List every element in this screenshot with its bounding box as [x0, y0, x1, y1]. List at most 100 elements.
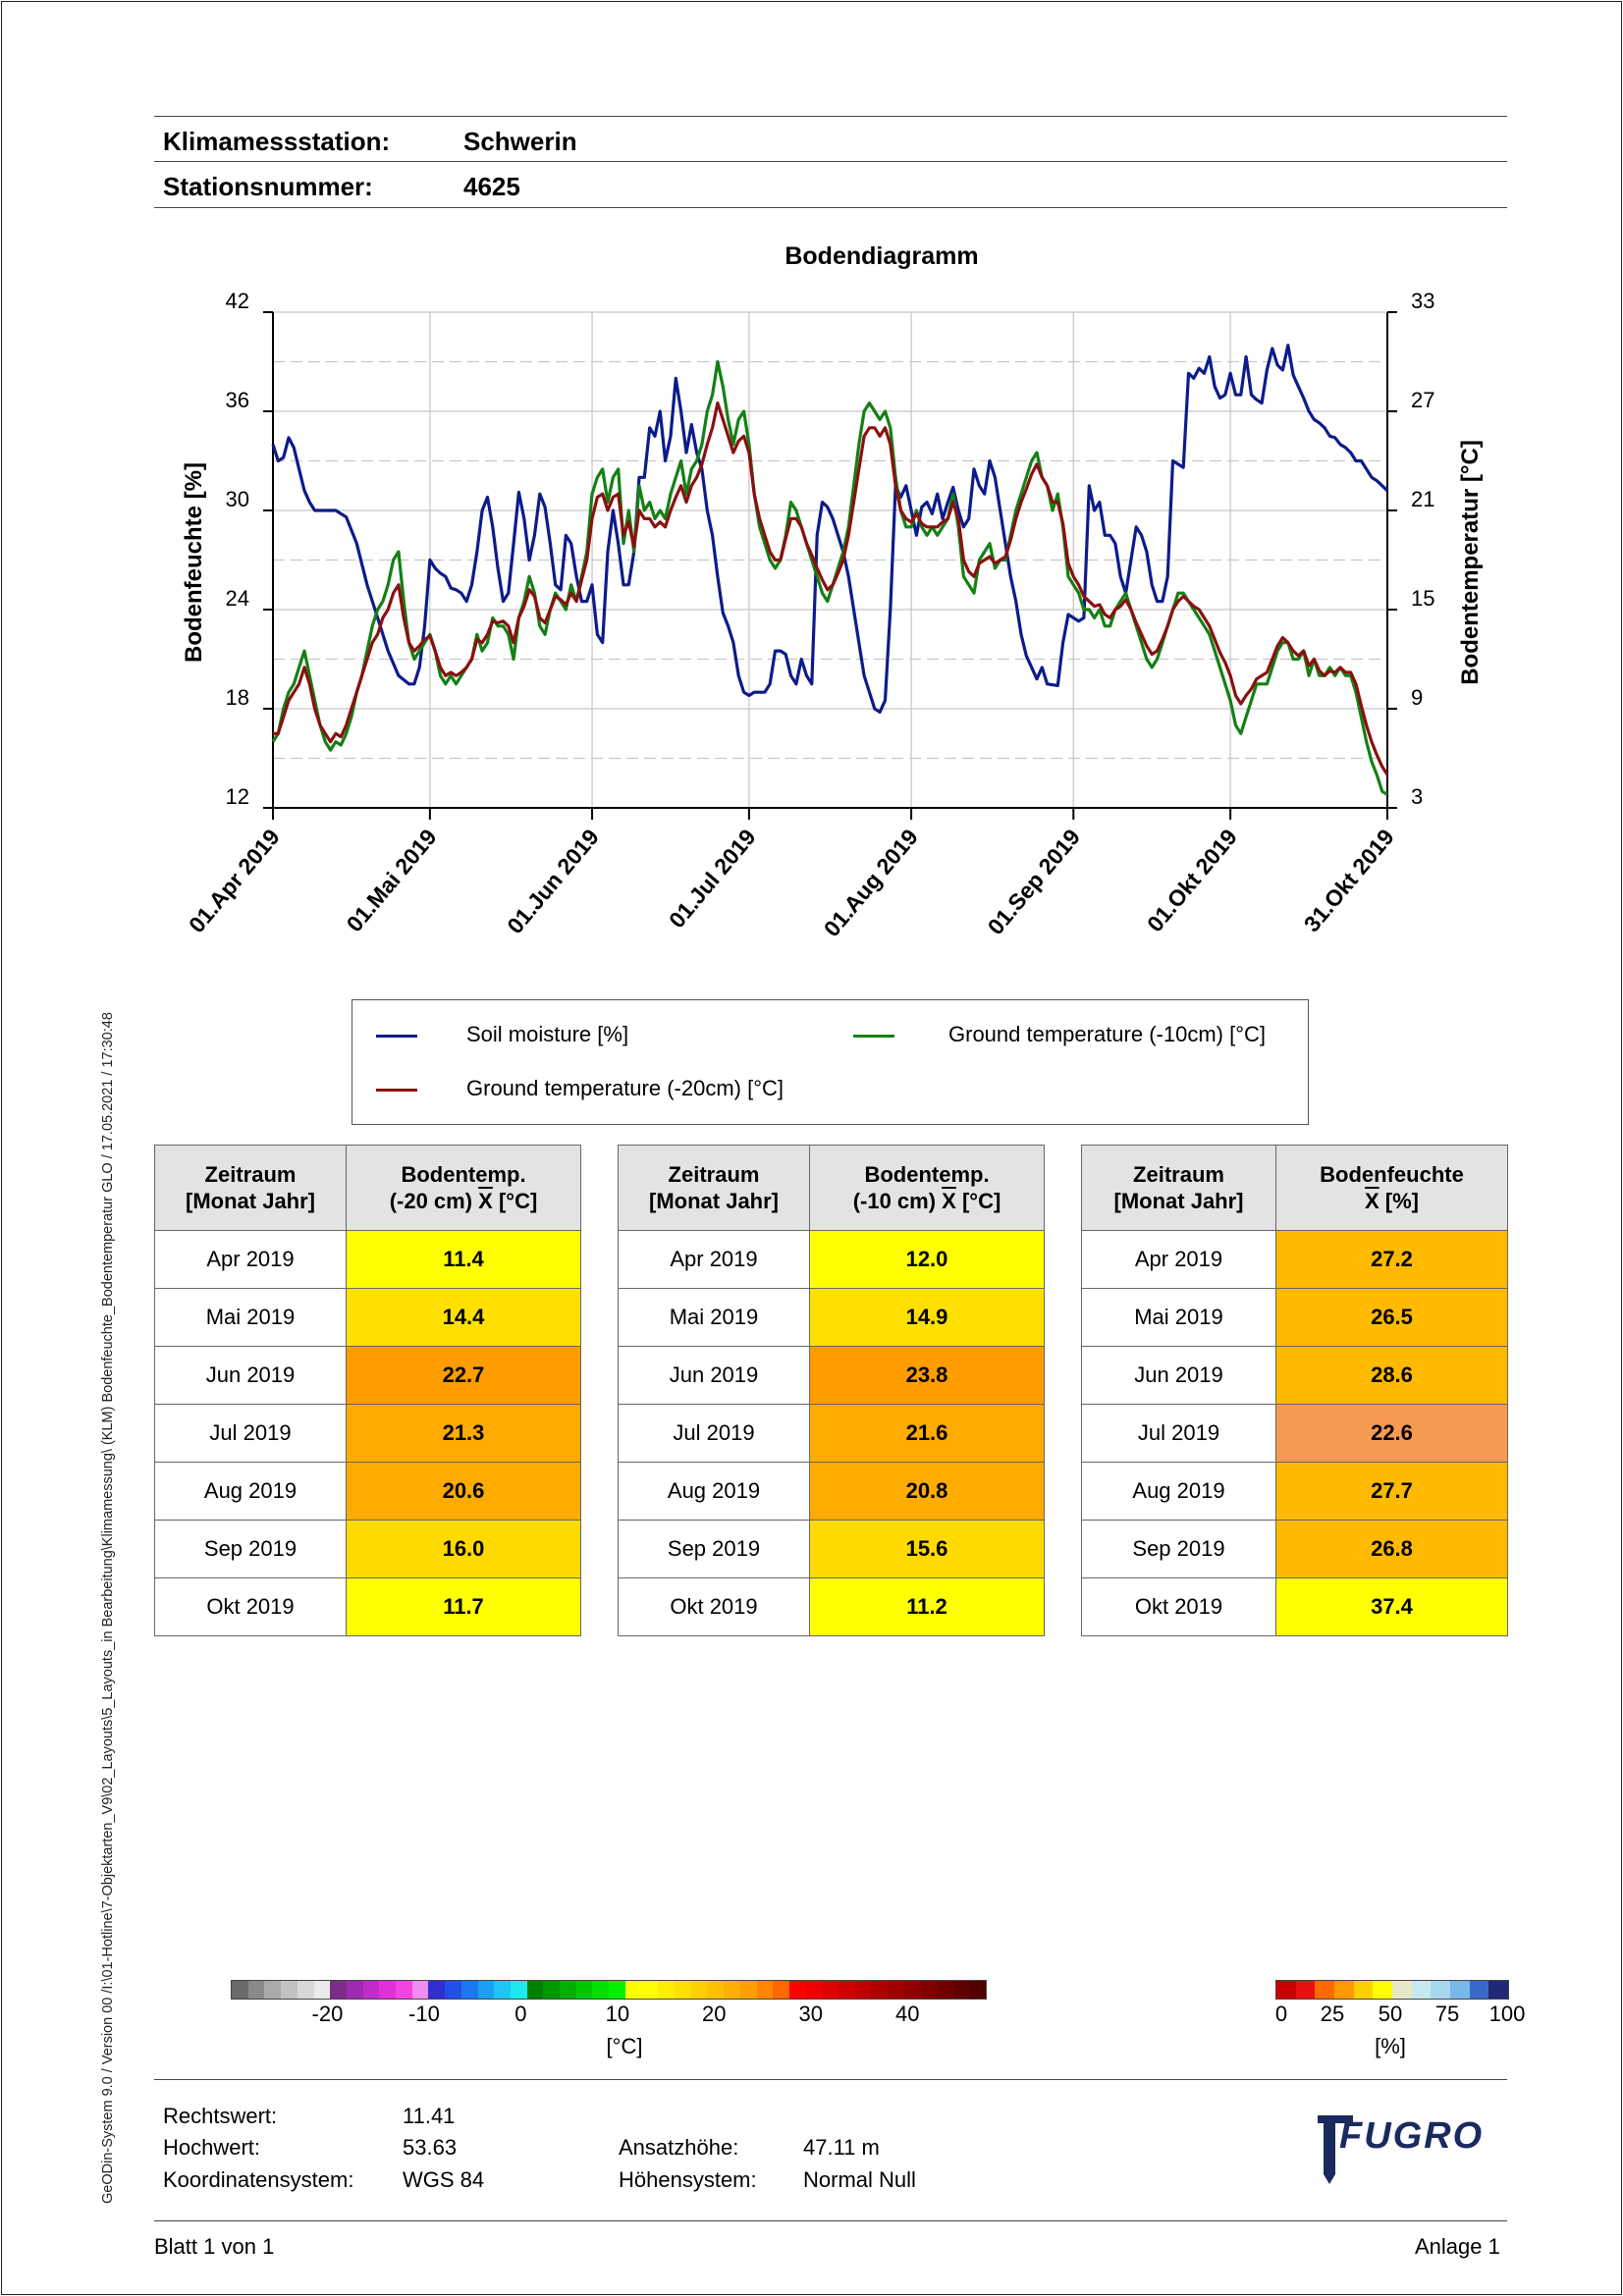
table-temp-20: Zeitraum [Monat Jahr] Bodentemp. (-20 cm) … — [154, 1145, 581, 1636]
temperature-scale-swatch — [739, 1981, 757, 1999]
moisture-scale-swatch — [1450, 1981, 1470, 1999]
x-tick-label: 31.Okt 2019 — [1299, 825, 1399, 937]
cell-value: 26.5 — [1275, 1288, 1508, 1347]
temperature-scale-swatch — [969, 1981, 987, 1999]
temperature-scale-swatch — [788, 1981, 806, 1999]
chart-title: Bodendiagramm — [784, 242, 978, 270]
col-header-period: Zeitraum [Monat Jahr] — [154, 1145, 347, 1231]
soil-chart: Bodendiagramm 42 36 30 24 18 12 33 27 21 15 9 3 01.A… — [181, 242, 1484, 941]
table-temp-10: Zeitraum [Monat Jahr] Bodentemp. (-10 cm) … — [618, 1145, 1045, 1636]
temperature-scale-swatch — [396, 1981, 412, 1999]
table-row: Jun 2019 23.8 — [618, 1346, 1045, 1405]
temperature-scale-swatch — [362, 1981, 380, 1999]
x-tick-label: 01.Jun 2019 — [502, 825, 604, 939]
rechtswert-value: 11.41 — [403, 2104, 456, 2128]
y-tick-label: 12 — [226, 784, 249, 809]
temperature-scale-swatch — [707, 1981, 725, 1999]
y2-axis-label: Bodentemperatur [°C] — [1457, 440, 1484, 685]
cell-month: Okt 2019 — [154, 1577, 347, 1636]
table-row: Jul 2019 21.6 — [618, 1404, 1045, 1463]
col-header-value: Bodenfeuchte X [%] — [1275, 1145, 1508, 1231]
moisture-scale-swatch — [1353, 1981, 1374, 1999]
cell-value: 21.3 — [346, 1404, 581, 1463]
table-row: Mai 2019 14.4 — [154, 1288, 581, 1347]
moisture-scale-swatch — [1469, 1981, 1489, 1999]
table-row: Okt 2019 11.2 — [618, 1577, 1045, 1636]
table-row: Mai 2019 14.9 — [618, 1288, 1045, 1347]
cell-month: Aug 2019 — [618, 1462, 810, 1521]
temperature-scale-swatch — [526, 1981, 544, 1999]
series-line-ground-temperature-10cm-c — [271, 359, 1388, 796]
temperature-scale-swatch — [871, 1981, 889, 1999]
temperature-scale-swatch — [428, 1981, 446, 1999]
cell-value: 26.8 — [1275, 1520, 1508, 1578]
moisture-scale-unit: [%] — [1375, 2034, 1406, 2058]
temperature-scale-swatch — [560, 1981, 576, 1999]
cell-month: Sep 2019 — [154, 1520, 347, 1578]
temperature-scale-swatch — [460, 1981, 478, 1999]
x-tick-label: 01.Sep 2019 — [983, 825, 1086, 940]
moisture-scale-swatch — [1488, 1981, 1509, 1999]
cell-month: Mai 2019 — [618, 1288, 810, 1347]
moisture-scale-swatch — [1276, 1981, 1296, 1999]
table-row: Jun 2019 28.6 — [1081, 1346, 1508, 1405]
temperature-scale-tick: -20 — [311, 2002, 344, 2026]
header-rule-top — [154, 116, 1507, 117]
cell-value: 12.0 — [809, 1230, 1045, 1289]
table-row: Apr 2019 12.0 — [618, 1230, 1045, 1289]
temperature-scale-swatch — [903, 1981, 921, 1999]
cell-value: 11.2 — [809, 1577, 1045, 1636]
cell-month: Jul 2019 — [618, 1404, 810, 1463]
temperature-scale-tick: 10 — [605, 2002, 630, 2026]
temperature-scale-swatch — [477, 1981, 495, 1999]
temperature-color-scale — [231, 1980, 987, 2000]
cell-month: Jun 2019 — [1081, 1346, 1276, 1405]
legend-label-t20: Ground temperature (-20cm) [°C] — [466, 1076, 784, 1100]
temperature-scale-swatch — [592, 1981, 610, 1999]
cell-value: 15.6 — [809, 1520, 1045, 1578]
cell-value: 11.4 — [346, 1230, 581, 1289]
temperature-scale-swatch — [330, 1981, 347, 1999]
cell-month: Apr 2019 — [618, 1230, 810, 1289]
chart-axes: 42 36 30 24 18 12 33 27 21 15 9 3 01.Apr 2019 01.Mai … — [184, 289, 1435, 941]
table-row: Jul 2019 21.3 — [154, 1404, 581, 1463]
moisture-tick-25: 25 — [1320, 2002, 1345, 2026]
koordinatensystem-value: WGS 84 — [403, 2167, 485, 2192]
cell-value: 27.7 — [1275, 1462, 1508, 1521]
moisture-tick-75: 75 — [1434, 2002, 1460, 2026]
moisture-scale-swatch — [1315, 1981, 1335, 1999]
table-row: Apr 2019 11.4 — [154, 1230, 581, 1289]
temperature-scale-swatch — [624, 1981, 642, 1999]
legend-swatch-t20 — [376, 1089, 417, 1092]
table-moisture: Zeitraum [Monat Jahr] Bodenfeuchte X [%] A… — [1081, 1145, 1508, 1636]
temperature-scale-swatch — [854, 1981, 872, 1999]
temperature-scale-swatch — [379, 1981, 397, 1999]
cell-value: 16.0 — [346, 1520, 581, 1578]
ansatzhoehe-label: Ansatzhöhe: — [619, 2135, 739, 2160]
x-tick-label: 01.Jul 2019 — [664, 825, 761, 934]
temperature-scale-swatch — [952, 1981, 970, 1999]
temperature-scale-swatch — [543, 1981, 561, 1999]
cell-value: 27.2 — [1275, 1230, 1508, 1289]
y-tick-label: 24 — [226, 586, 249, 611]
x-tick-label: 01.Aug 2019 — [819, 825, 923, 942]
temperature-scale-tick: 20 — [702, 2002, 727, 2026]
cell-month: Apr 2019 — [1081, 1230, 1276, 1289]
series-line-ground-temperature-20cm-c — [273, 401, 1389, 776]
cell-month: Apr 2019 — [154, 1230, 347, 1289]
attachment-number: Anlage 1 — [1415, 2234, 1500, 2259]
temperature-scale-swatch — [313, 1981, 331, 1999]
chart-grid — [272, 311, 1388, 809]
temperature-scale-swatch — [937, 1981, 953, 1999]
temperature-scale-swatch — [510, 1981, 527, 1999]
hochwert-label: Hochwert: — [163, 2135, 261, 2160]
legend-label-soil: Soil moisture [%] — [466, 1022, 629, 1046]
table-row: Aug 2019 20.6 — [154, 1462, 581, 1521]
footer-rule-top — [154, 2079, 1507, 2080]
cell-month: Aug 2019 — [154, 1462, 347, 1521]
cell-value: 22.6 — [1275, 1404, 1508, 1463]
header-rule-mid — [154, 161, 1507, 162]
station-number-label: Stationsnummer: — [163, 172, 373, 201]
y2-tick-label: 9 — [1411, 685, 1423, 710]
